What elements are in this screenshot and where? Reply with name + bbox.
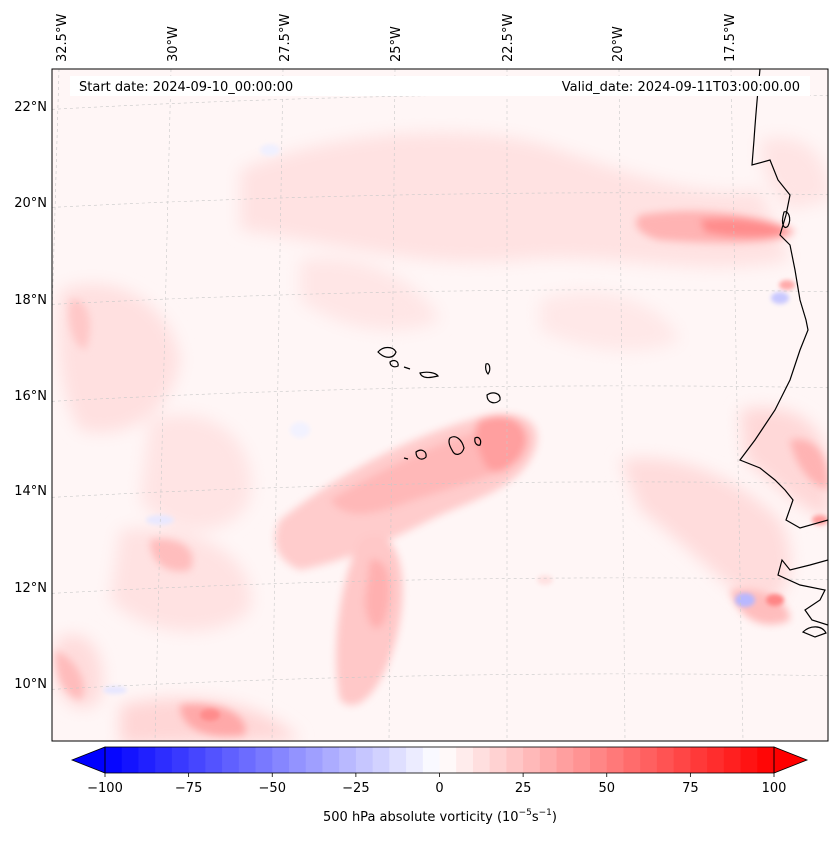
colorbar-label-exp1: −5 <box>519 808 532 818</box>
cabo-verde-islands <box>377 346 501 460</box>
colorbar-segment <box>690 747 708 773</box>
lat-label-22n: 22°N <box>14 100 47 115</box>
lon-label-27-5w: 27.5°W <box>278 14 293 62</box>
lat-label-20n: 20°N <box>14 196 47 211</box>
island-santa-luzia <box>403 366 411 370</box>
lon-label-17-5w: 17.5°W <box>723 14 738 62</box>
colorbar-segment <box>121 747 140 773</box>
colorbar-tick-label: 50 <box>598 781 615 796</box>
colorbar-segment <box>740 747 758 773</box>
africa-coast <box>739 69 828 626</box>
colorbar-segment <box>222 747 240 773</box>
colorbar-segment <box>623 747 641 773</box>
colorbar-segment <box>138 747 156 773</box>
lon-label-22-5w: 22.5°W <box>501 14 516 62</box>
colorbar-segment <box>155 747 173 773</box>
lat-label-18n: 18°N <box>14 293 47 308</box>
colorbar-segment <box>506 747 524 773</box>
colorbar-segment <box>238 747 257 773</box>
colorbar-segment <box>305 747 324 773</box>
colorbar-segment <box>523 747 541 773</box>
lon-label-30w: 30°W <box>166 26 181 62</box>
lat-label-16n: 16°N <box>14 389 47 404</box>
lon-label-32-5w: 32.5°W <box>55 14 70 62</box>
colorbar-segment <box>556 747 574 773</box>
island-santiago <box>448 436 465 455</box>
colorbar-segment <box>322 747 340 773</box>
colorbar-segment <box>673 747 691 773</box>
island-sao-vicente <box>389 360 399 368</box>
colorbar-segment <box>656 747 675 773</box>
colorbar-tick-label: −50 <box>259 781 286 796</box>
lon-label-20w: 20°W <box>611 26 626 62</box>
colorbar-segment <box>539 747 558 773</box>
bissagos-island <box>801 626 827 638</box>
colorbar-segment <box>439 747 457 773</box>
colorbar-high-extension <box>773 746 809 774</box>
colorbar-label-exp2: −1 <box>539 808 552 818</box>
lon-label-25w: 25°W <box>389 26 404 62</box>
coast-island <box>781 211 791 229</box>
colorbar-segment <box>355 747 374 773</box>
vorticity-small-features <box>103 144 828 721</box>
colorbar-tick-label: −25 <box>342 781 369 796</box>
colorbar-segment <box>105 747 123 773</box>
colorbar-segment <box>272 747 290 773</box>
lat-label-12n: 12°N <box>14 581 47 596</box>
colorbar-segment <box>372 747 390 773</box>
colorbar-tick-label: 25 <box>515 781 532 796</box>
colorbar-label-mid: s <box>532 810 539 825</box>
island-brava <box>403 457 409 460</box>
colorbar-segment <box>422 747 441 773</box>
lat-label-14n: 14°N <box>14 484 47 499</box>
colorbar-segment <box>188 747 206 773</box>
colorbar-tick-label: 75 <box>682 781 699 796</box>
valid-date-label: Valid_date: 2024-09-11T03:00:00.00 <box>562 80 800 95</box>
colorbar-segment <box>171 747 190 773</box>
colorbar-tick-label: 0 <box>435 781 443 796</box>
date-label-box <box>70 76 810 96</box>
colorbar-segment <box>489 747 507 773</box>
start-date-label: Start date: 2024-09-10_00:00:00 <box>79 80 293 95</box>
colorbar-label-suffix: ) <box>552 810 557 825</box>
colorbar: −100 −75 −50 −25 0 25 50 75 100 500 hPa absolute… <box>70 746 809 825</box>
colorbar-segment <box>456 747 474 773</box>
colorbar-segment <box>255 747 273 773</box>
colorbar-segment <box>406 747 424 773</box>
colorbar-segment <box>205 747 223 773</box>
colorbar-low-extension <box>70 746 106 774</box>
colorbar-segment <box>640 747 658 773</box>
colorbar-segments <box>105 747 775 773</box>
island-fogo <box>415 449 427 460</box>
colorbar-segment <box>472 747 491 773</box>
colorbar-segment <box>389 747 407 773</box>
longitude-labels: 32.5°W 30°W 27.5°W 25°W 22.5°W 20°W 17.5… <box>55 14 738 62</box>
lat-label-10n: 10°N <box>14 677 47 692</box>
island-sao-nicolau <box>419 371 439 379</box>
colorbar-segment <box>339 747 357 773</box>
coastline <box>739 69 828 638</box>
vorticity-field: Start date: 2024-09-10_00:00:00 Valid_da… <box>52 69 828 741</box>
colorbar-label: 500 hPa absolute vorticity (10−5s−1) <box>323 808 557 825</box>
map-frame <box>51 68 829 742</box>
colorbar-segment <box>723 747 742 773</box>
colorbar-tick-label: 100 <box>762 781 787 796</box>
colorbar-tick-label: −75 <box>175 781 202 796</box>
colorbar-segment <box>590 747 608 773</box>
colorbar-segment <box>288 747 307 773</box>
island-maio <box>474 436 482 446</box>
colorbar-ticks: −100 −75 −50 −25 0 25 50 75 100 <box>87 773 786 796</box>
colorbar-segment <box>707 747 725 773</box>
colorbar-tick-label: −100 <box>87 781 123 796</box>
colorbar-segment <box>757 747 775 773</box>
island-boa-vista <box>486 392 501 404</box>
latitude-labels: 22°N 20°N 18°N 16°N 14°N 12°N 10°N <box>14 100 47 692</box>
colorbar-segment <box>573 747 591 773</box>
island-santo-antao <box>377 346 397 358</box>
island-sal <box>485 363 491 375</box>
colorbar-label-prefix: 500 hPa absolute vorticity (10 <box>323 810 519 825</box>
colorbar-segment <box>606 747 625 773</box>
